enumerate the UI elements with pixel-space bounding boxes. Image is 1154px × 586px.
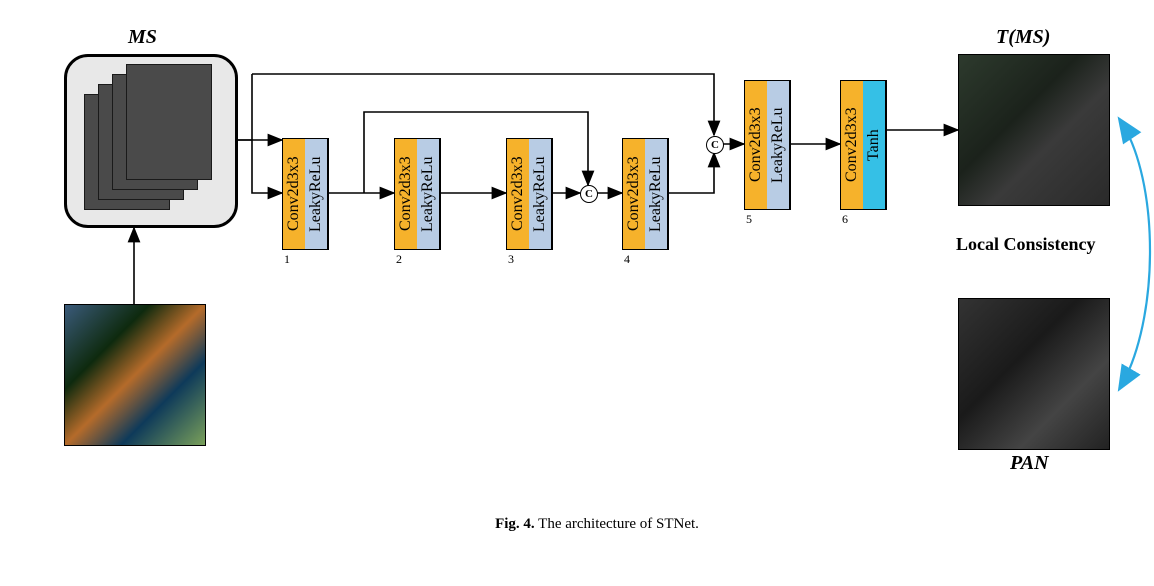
conv-block-3: Conv2d3x3LeakyReLu	[506, 138, 553, 250]
lrelu-slab: LeakyReLu	[645, 139, 668, 249]
conv-slab: Conv2d3x3	[395, 139, 417, 249]
flow-arrow-2	[232, 140, 282, 193]
conv-block-2: Conv2d3x3LeakyReLu	[394, 138, 441, 250]
conv-slab: Conv2d3x3	[507, 139, 529, 249]
block-index-1: 1	[284, 252, 290, 267]
label-pan: PAN	[1010, 452, 1049, 475]
caption-text: The architecture of STNet.	[535, 516, 699, 532]
conv-block-1: Conv2d3x3LeakyReLu	[282, 138, 329, 250]
conv-slab: Conv2d3x3	[283, 139, 305, 249]
tanh-slab: Tanh	[863, 81, 886, 209]
conv-block-4: Conv2d3x3LeakyReLu	[622, 138, 669, 250]
conv-block-5: Conv2d3x3LeakyReLu	[744, 80, 791, 210]
input-rgb-image	[64, 304, 206, 446]
local-consistency-arrow	[1120, 120, 1150, 388]
label-ms: MS	[128, 26, 157, 49]
lrelu-slab: LeakyReLu	[529, 139, 552, 249]
caption-fig-number: Fig. 4.	[495, 516, 535, 532]
lrelu-slab: LeakyReLu	[305, 139, 328, 249]
block-index-4: 4	[624, 252, 630, 267]
pan-image	[958, 298, 1110, 450]
conv-slab: Conv2d3x3	[623, 139, 645, 249]
block-index-3: 3	[508, 252, 514, 267]
lrelu-slab: LeakyReLu	[417, 139, 440, 249]
conv-block-6: Conv2d3x3Tanh	[840, 80, 887, 210]
conv-slab: Conv2d3x3	[745, 81, 767, 209]
tms-output-image	[958, 54, 1110, 206]
label-local-consistency: Local Consistency	[956, 234, 1096, 255]
block-index-6: 6	[842, 212, 848, 227]
concat-node-c2: C	[706, 136, 724, 154]
concat-node-c1: C	[580, 185, 598, 203]
label-tms: T(MS)	[996, 26, 1050, 49]
diagram-canvas: MST(MS)PANLocal ConsistencyConv2d3x3Leak…	[20, 20, 1154, 566]
block-index-2: 2	[396, 252, 402, 267]
lrelu-slab: LeakyReLu	[767, 81, 790, 209]
ms-band-tile	[126, 64, 212, 180]
block-index-5: 5	[746, 212, 752, 227]
figure-caption: Fig. 4. The architecture of STNet.	[20, 516, 1154, 533]
flow-arrow-4	[252, 74, 714, 135]
conv-slab: Conv2d3x3	[841, 81, 863, 209]
flow-arrow-10	[669, 153, 714, 193]
